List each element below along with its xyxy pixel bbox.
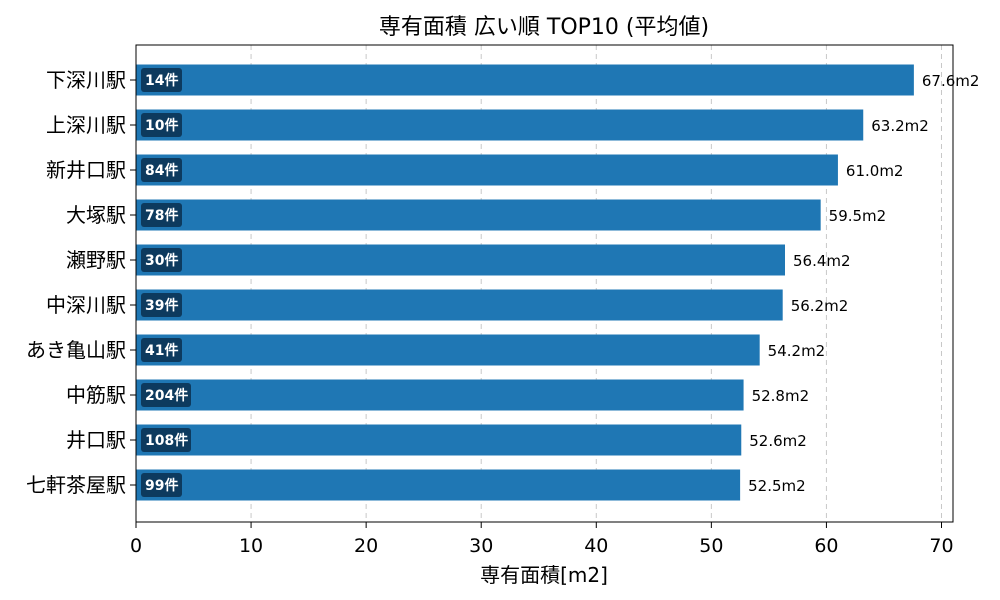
count-label: 108件 — [145, 432, 188, 449]
category-label: 上深川駅 — [46, 113, 126, 137]
x-tick-label: 40 — [584, 535, 608, 557]
value-label: 61.0m2 — [846, 162, 904, 180]
count-badge — [141, 473, 182, 497]
x-tick-label: 50 — [699, 535, 723, 557]
x-axis-label: 専有面積[m2] — [480, 563, 608, 587]
x-tick-label: 60 — [814, 535, 838, 557]
value-label: 56.4m2 — [793, 252, 851, 270]
count-badge — [141, 293, 182, 317]
chart-title: 専有面積 広い順 TOP10 (平均値) — [379, 15, 709, 40]
count-badge — [141, 158, 182, 182]
count-badge — [141, 68, 182, 92]
count-badge — [141, 248, 182, 272]
count-label: 39件 — [145, 297, 178, 314]
bar — [136, 154, 838, 186]
count-label: 10件 — [145, 117, 178, 134]
x-tick-label: 10 — [239, 535, 263, 557]
category-label: 中深川駅 — [46, 293, 126, 317]
x-axis-ticks: 0 10 20 30 40 50 60 70 — [130, 522, 954, 557]
category-label: 井口駅 — [66, 428, 126, 452]
plot-frame — [135, 44, 954, 523]
x-tick-label: 70 — [929, 535, 953, 557]
count-badge — [141, 203, 182, 227]
bar — [136, 334, 760, 366]
value-label: 67.6m2 — [922, 72, 980, 90]
value-label: 63.2m2 — [871, 117, 929, 135]
count-label: 99件 — [145, 477, 178, 494]
bar — [136, 424, 742, 456]
bar — [136, 109, 864, 141]
count-badge — [141, 428, 191, 452]
bar — [136, 244, 785, 276]
count-label: 78件 — [145, 207, 178, 224]
value-label: 59.5m2 — [829, 207, 887, 225]
value-label: 52.5m2 — [748, 477, 806, 495]
bar — [136, 289, 783, 321]
bar — [136, 379, 744, 411]
count-label: 41件 — [145, 342, 178, 359]
category-label: 下深川駅 — [46, 68, 126, 92]
x-tick-label: 0 — [130, 535, 142, 557]
value-label: 54.2m2 — [768, 342, 826, 360]
count-badge — [141, 113, 182, 137]
count-label: 30件 — [145, 252, 178, 269]
bar — [136, 64, 914, 96]
category-label: 中筋駅 — [66, 383, 126, 407]
value-label: 52.6m2 — [749, 432, 807, 450]
category-label: 新井口駅 — [46, 158, 126, 182]
bar — [136, 469, 741, 501]
value-label: 56.2m2 — [791, 297, 849, 315]
value-label: 52.8m2 — [752, 387, 810, 405]
count-label: 84件 — [145, 162, 178, 179]
count-badge — [141, 338, 182, 362]
category-label: 瀬野駅 — [66, 248, 126, 272]
bars-group: 下深川駅 14件 67.6m2 上深川駅 10件 63.2m2 新井口駅 84件 61.0m2 大… — [26, 64, 980, 501]
category-label: 大塚駅 — [66, 203, 126, 227]
x-tick-label: 20 — [354, 535, 378, 557]
x-tick-label: 30 — [469, 535, 493, 557]
category-label: 七軒茶屋駅 — [26, 473, 126, 497]
count-label: 14件 — [145, 72, 178, 89]
bar — [136, 199, 821, 231]
count-label: 204件 — [145, 387, 188, 404]
count-badge — [141, 383, 191, 407]
category-label: あき亀山駅 — [26, 338, 126, 362]
